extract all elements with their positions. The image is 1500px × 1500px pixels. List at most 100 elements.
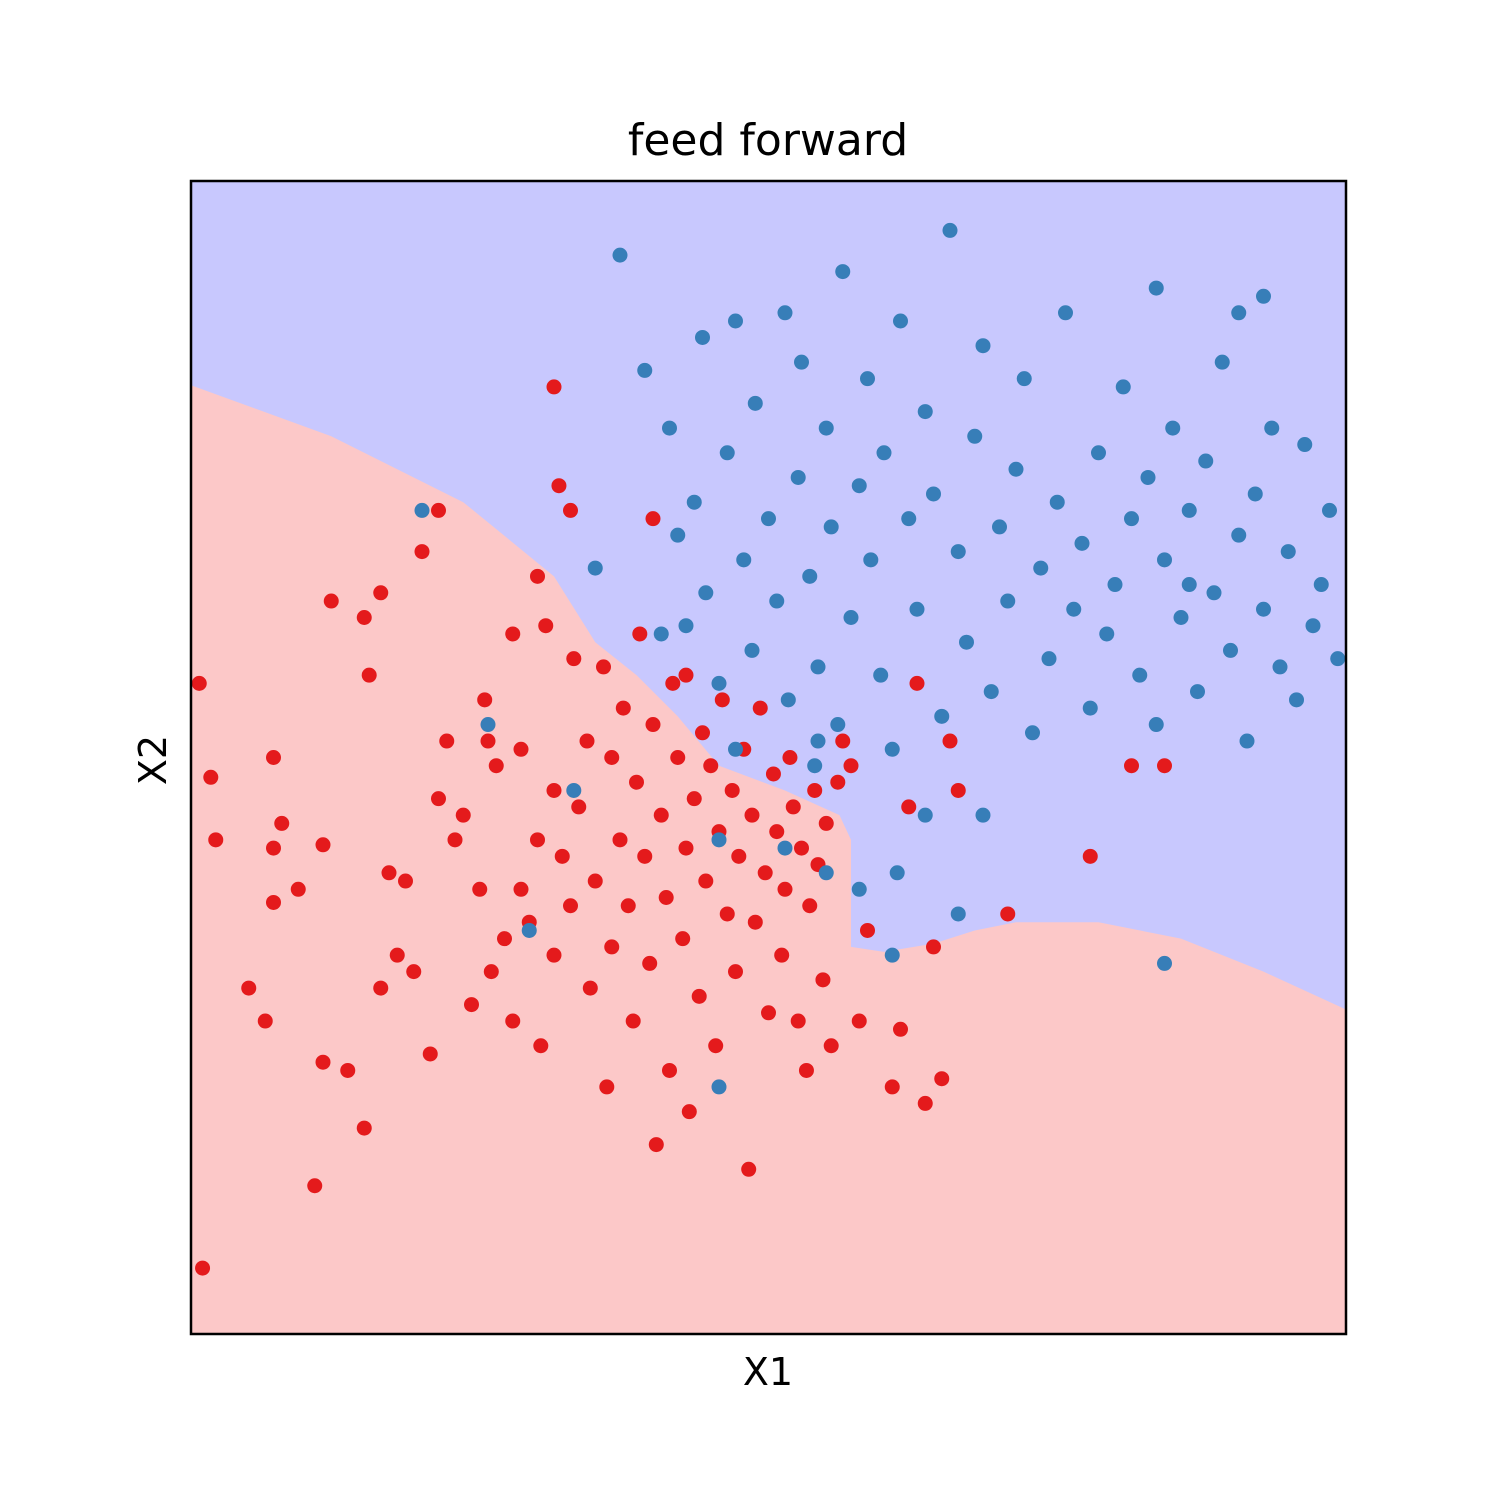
scatter-point-class-0: [765, 766, 781, 782]
scatter-point-class-0: [208, 832, 224, 848]
scatter-point-class-0: [315, 1054, 331, 1070]
scatter-point-class-0: [645, 511, 661, 527]
scatter-point-class-1: [777, 840, 793, 856]
scatter-point-class-0: [653, 807, 669, 823]
scatter-point-class-0: [538, 618, 554, 634]
scatter-point-class-0: [406, 964, 422, 980]
scatter-point-class-1: [1313, 577, 1329, 593]
scatter-point-class-0: [414, 544, 430, 560]
scatter-point-class-1: [889, 865, 905, 881]
scatter-point-class-1: [1025, 725, 1040, 741]
scatter-point-class-1: [807, 758, 823, 774]
scatter-point-class-0: [757, 865, 773, 881]
scatter-point-class-0: [777, 881, 793, 897]
scatter-point-class-0: [290, 881, 306, 897]
scatter-point-class-0: [942, 733, 958, 749]
scatter-point-class-0: [464, 997, 479, 1013]
scatter-point-class-0: [843, 758, 859, 774]
scatter-point-class-1: [678, 618, 694, 634]
scatter-point-class-1: [983, 684, 999, 700]
scatter-point-class-0: [926, 939, 941, 955]
scatter-point-class-1: [1033, 560, 1049, 576]
scatter-point-class-0: [530, 568, 545, 584]
scatter-point-class-0: [257, 1013, 273, 1029]
scatter-point-class-0: [513, 881, 529, 897]
scatter-point-class-0: [505, 626, 521, 642]
scatter-point-class-0: [439, 733, 455, 749]
scatter-point-class-0: [587, 873, 603, 889]
scatter-point-class-1: [1256, 601, 1271, 617]
scatter-point-class-1: [711, 675, 727, 691]
scatter-point-class-1: [1099, 626, 1115, 642]
scatter-point-class-1: [860, 371, 875, 387]
scatter-point-class-0: [582, 980, 598, 996]
scatter-point-class-1: [1091, 445, 1106, 461]
scatter-point-class-1: [1181, 502, 1197, 518]
scatter-point-class-1: [1107, 577, 1123, 593]
scatter-point-class-0: [612, 832, 628, 848]
scatter-point-class-1: [780, 692, 796, 708]
scatter-point-class-0: [917, 1095, 933, 1111]
scatter-point-class-1: [942, 222, 958, 238]
scatter-point-class-0: [620, 898, 636, 914]
scatter-points: [191, 222, 1346, 1276]
scatter-point-class-1: [1272, 659, 1288, 675]
scatter-point-class-1: [1016, 371, 1032, 387]
scatter-point-class-0: [860, 922, 875, 938]
scatter-point-class-1: [975, 807, 991, 823]
scatter-point-class-0: [373, 585, 389, 601]
scatter-point-class-0: [431, 502, 446, 518]
scatter-point-class-0: [698, 873, 714, 889]
scatter-point-class-0: [851, 1013, 867, 1029]
scatter-point-class-1: [747, 395, 763, 411]
scatter-point-class-0: [695, 725, 710, 741]
scatter-point-class-1: [794, 354, 809, 370]
scatter-point-class-1: [843, 609, 859, 625]
scatter-point-class-0: [830, 774, 846, 790]
scatter-point-class-1: [1231, 305, 1247, 321]
scatter-point-class-0: [642, 955, 658, 971]
scatter-point-class-1: [670, 527, 686, 543]
x-axis-label: X1: [743, 1350, 793, 1394]
scatter-point-class-0: [662, 1062, 677, 1078]
scatter-point-class-1: [1148, 280, 1164, 296]
scatter-point-class-0: [1000, 906, 1016, 922]
scatter-point-class-1: [1198, 453, 1214, 469]
scatter-point-class-0: [790, 1013, 806, 1029]
scatter-point-class-1: [612, 247, 628, 263]
scatter-point-class-1: [777, 305, 793, 321]
scatter-point-class-0: [551, 478, 567, 494]
scatter-point-class-0: [566, 651, 582, 667]
scatter-point-class-0: [571, 799, 587, 815]
scatter-point-class-0: [398, 873, 413, 889]
y-axis-label: X2: [131, 735, 175, 785]
scatter-point-class-1: [480, 717, 496, 733]
scatter-point-class-1: [761, 511, 776, 527]
scatter-point-class-1: [992, 519, 1007, 535]
scatter-point-class-0: [530, 832, 545, 848]
scatter-point-class-0: [373, 980, 389, 996]
scatter-point-class-1: [790, 469, 806, 485]
scatter-point-class-0: [678, 667, 694, 683]
scatter-point-class-1: [830, 717, 846, 733]
scatter-point-class-0: [472, 881, 488, 897]
scatter-point-class-1: [1000, 593, 1016, 609]
scatter-point-class-0: [604, 939, 620, 955]
scatter-point-class-0: [632, 626, 648, 642]
scatter-point-class-0: [815, 972, 831, 988]
scatter-point-class-0: [629, 774, 644, 790]
scatter-point-class-1: [810, 659, 826, 675]
scatter-point-class-0: [203, 769, 219, 785]
scatter-point-class-0: [488, 758, 504, 774]
scatter-point-class-0: [455, 807, 471, 823]
scatter-point-class-0: [1082, 848, 1098, 864]
scatter-point-class-1: [1231, 527, 1247, 543]
scatter-point-class-0: [356, 1120, 372, 1136]
scatter-point-class-1: [1206, 585, 1222, 601]
scatter-point-class-0: [658, 890, 674, 906]
scatter-point-class-1: [909, 601, 925, 617]
scatter-point-class-0: [274, 815, 290, 831]
scatter-point-class-1: [1330, 651, 1346, 667]
scatter-point-class-0: [604, 750, 620, 765]
